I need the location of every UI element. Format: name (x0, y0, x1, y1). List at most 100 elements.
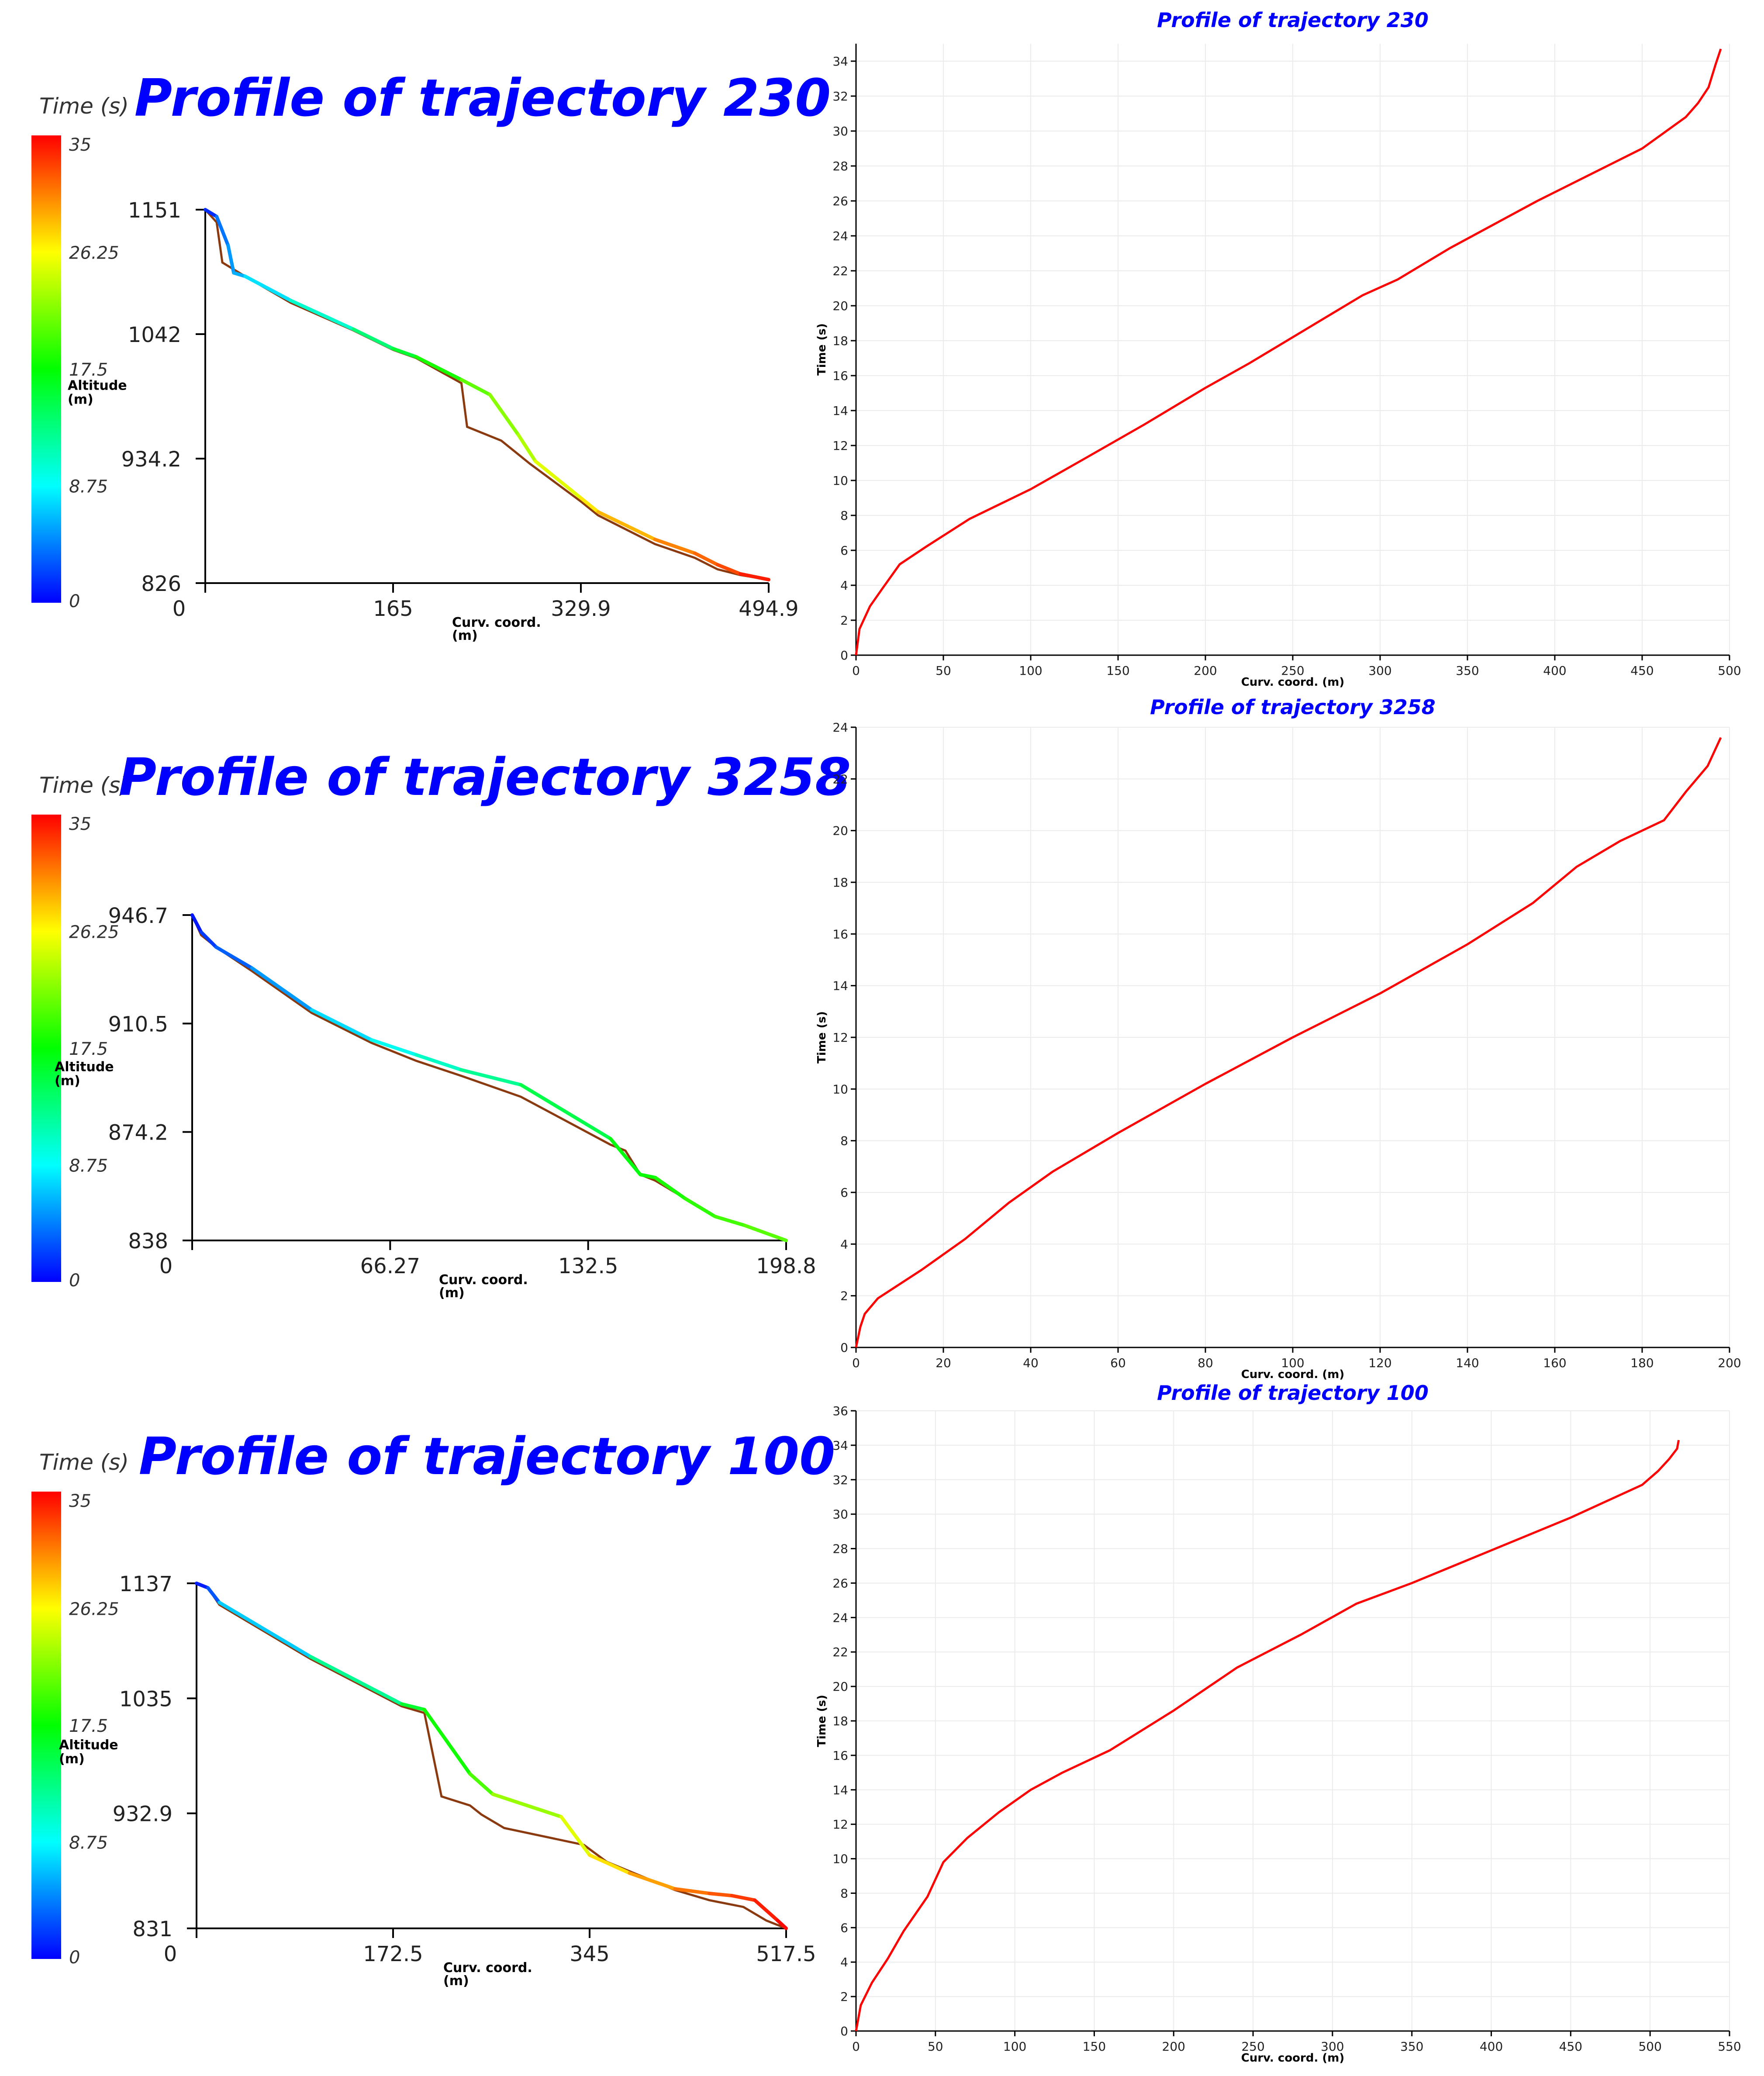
y-tick-label: 10 (832, 1082, 848, 1096)
x-axis-label: Curv. coord. (m) (1241, 676, 1345, 689)
x-tick-label: 345 (570, 1942, 610, 1966)
y-tick-label: 6 (840, 543, 848, 558)
x-axis-label: Curv. coord. (439, 1272, 528, 1288)
x-tick-label: 400 (1480, 2039, 1503, 2054)
trajectory-segment (214, 945, 254, 970)
trajectory-segment (596, 510, 657, 542)
trajectory-segment (250, 966, 314, 1012)
y-tick-label: 14 (832, 404, 848, 418)
profile-title: Profile of trajectory 100 (139, 1426, 835, 1486)
trajectory-segment (715, 563, 742, 576)
y-tick-label: 12 (832, 1030, 848, 1045)
x-tick-label: 80 (1198, 1356, 1213, 1370)
trajectory-segment (215, 214, 230, 247)
y-tick-label: 12 (832, 439, 848, 453)
trajectory-segment (289, 298, 355, 331)
trajectory-segment (199, 930, 218, 949)
colorbar-tick-label: 35 (69, 1491, 91, 1511)
chart-title: Profile of trajectory 3258 (1150, 695, 1436, 719)
colorbar-tick-label: 8.75 (69, 1833, 108, 1853)
y-tick-label: 24 (832, 1610, 848, 1625)
y-axis-label: Altitude (59, 1737, 118, 1753)
x-tick-label: 250 (1241, 2039, 1264, 2054)
colorbar-title: Time (s) (39, 1450, 129, 1475)
x-axis-label: Curv. coord. (443, 1960, 532, 1976)
trajectory-segment (707, 1891, 734, 1898)
colorbar-tick-label: 35 (69, 135, 91, 155)
y-tick-label: 8 (840, 1134, 848, 1148)
colorbar-tick-label: 0 (69, 1948, 80, 1968)
trajectory-segment (628, 1871, 677, 1891)
x-axis-label: Curv. coord. (452, 615, 541, 630)
time-curve (855, 737, 1722, 1348)
trajectory-segment (414, 355, 463, 382)
y-tick-label: 32 (832, 1473, 848, 1487)
y-tick-label: 1042 (128, 323, 181, 347)
x-axis-label: (m) (452, 628, 478, 643)
trajectory-segment (693, 551, 719, 566)
y-axis-label: Time (s) (815, 1695, 828, 1747)
y-tick-label: 2 (840, 613, 848, 628)
trajectory-segment (683, 1197, 717, 1219)
y-tick-label: 2 (840, 1289, 848, 1303)
x-tick-label: 517.5 (756, 1942, 816, 1966)
x-tick-label: 150 (1106, 663, 1129, 678)
trajectory-segment (226, 243, 236, 275)
trajectory-segment (608, 1136, 642, 1177)
colorbar-tick-label: 8.75 (69, 1156, 108, 1176)
colorbar-tick-label: 0 (69, 591, 80, 611)
y-tick-label: 22 (832, 1645, 848, 1659)
x-tick-label: 450 (1559, 2039, 1582, 2054)
profile-panel-2: Time (s) 35 26.25 17.5 8.75 0 Profile of traje… (31, 1426, 835, 1989)
x-tick-label: 0 (852, 663, 860, 678)
x-axis-label: (m) (439, 1285, 465, 1301)
y-tick-label: 16 (832, 1748, 848, 1763)
trajectory-segment (351, 327, 395, 351)
y-tick-label: 34 (832, 54, 848, 69)
x-tick-label: 0 (852, 2039, 860, 2054)
y-tick-label: 22 (832, 772, 848, 786)
x-tick-label: 300 (1368, 663, 1391, 678)
trajectory-segment (776, 1918, 788, 1930)
trajectory-segment (491, 1792, 563, 1819)
y-tick-label: 28 (832, 159, 848, 173)
x-tick-label: 500 (1638, 2039, 1661, 2054)
trajectory-segment (739, 572, 770, 582)
y-tick-label: 30 (832, 1507, 848, 1522)
trajectory-segment (204, 208, 219, 218)
trajectory-segment (369, 1038, 418, 1057)
y-tick-label: 24 (832, 229, 848, 243)
time-panel-0: 0 50 100 150 200 250 300 350 400 450 5000246810121… (815, 8, 1741, 689)
x-tick-label: 198.8 (756, 1254, 816, 1278)
trajectory-segment (459, 1068, 523, 1087)
y-tick-label: 946.7 (108, 904, 168, 928)
trajectory-segment (743, 1223, 788, 1242)
y-axis-label: (m) (68, 392, 93, 408)
trajectory-segment (190, 913, 203, 934)
trajectory-segment (391, 347, 418, 359)
x-tick-label: 0 (852, 1356, 860, 1370)
y-tick-label: 874.2 (108, 1121, 168, 1145)
colorbar-tick-label: 8.75 (69, 477, 108, 497)
profile-panel-0: Time (s) 35 26.25 17.5 8.75 0 Profile of traje… (31, 68, 831, 643)
colorbar-tick-label: 0 (69, 1271, 80, 1291)
trajectory-segment (422, 1708, 472, 1776)
colorbar-tick-label: 26.25 (69, 922, 119, 943)
x-tick-label: 550 (1718, 2039, 1741, 2054)
colorbar-tick-label: 35 (69, 814, 91, 834)
x-axis-label: (m) (443, 1973, 469, 1989)
y-tick-label: 1137 (119, 1572, 173, 1596)
x-tick-label: 120 (1368, 1356, 1391, 1370)
x-tick-label: 250 (1281, 663, 1304, 678)
y-tick-label: 0 (840, 1340, 848, 1355)
y-axis-label: Altitude (55, 1060, 114, 1075)
y-tick-label: 0 (840, 2024, 848, 2038)
time-panel-1: 0 20 40 60 80 100 120 140 160 180 2000246810121416… (815, 695, 1741, 1381)
x-axis-label: Curv. coord. (m) (1241, 1368, 1345, 1381)
colorbar (31, 815, 61, 1282)
time-panel-2: 0 50 100 150 200 250 300 350 400 450 500 5500246810… (815, 1381, 1741, 2065)
trajectory-segment (516, 433, 537, 463)
y-tick-label: 16 (832, 927, 848, 941)
y-tick-label: 4 (840, 578, 848, 593)
trajectory-segment (639, 1173, 657, 1180)
